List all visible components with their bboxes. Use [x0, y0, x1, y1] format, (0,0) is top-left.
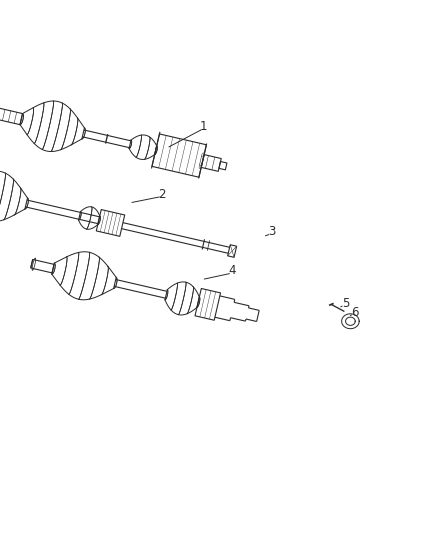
Text: 5: 5	[343, 297, 350, 310]
Text: 4: 4	[228, 264, 236, 277]
Text: 2: 2	[158, 188, 166, 201]
Text: 1: 1	[200, 120, 208, 133]
Text: 3: 3	[268, 225, 275, 238]
Text: 6: 6	[351, 306, 359, 319]
